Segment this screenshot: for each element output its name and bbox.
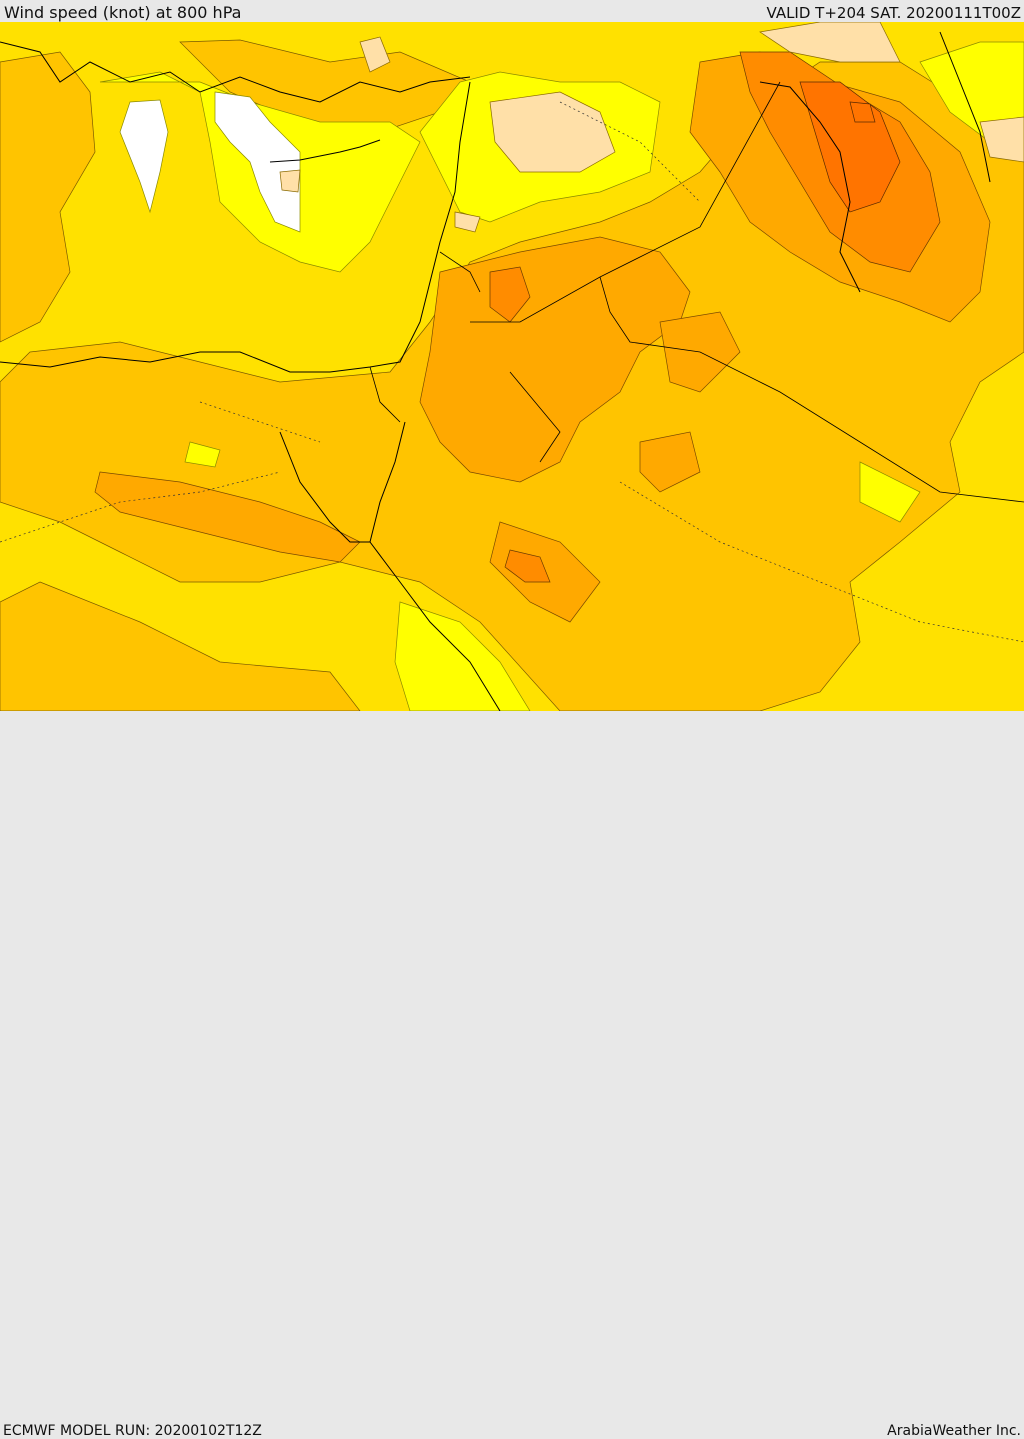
wind-band-orange-dark (799, 81, 901, 213)
header-bar: Wind speed (knot) at 800 hPa VALID T+204… (0, 0, 1024, 22)
wind-speed-map (0, 22, 1024, 711)
coastlines (0, 31, 991, 711)
map-title: Wind speed (knot) at 800 hPa (4, 3, 242, 22)
brand-credit: ArabiaWeather Inc. (887, 1423, 1021, 1439)
wind-band-sand (279, 22, 1024, 233)
borders (369, 81, 1024, 503)
model-run: ECMWF MODEL RUN: 20200102T12Z (3, 1423, 262, 1439)
footer-bar: ECMWF MODEL RUN: 20200102T12Z ArabiaWeat… (0, 711, 1024, 1439)
valid-time: VALID T+204 SAT. 20200111T00Z (766, 4, 1021, 22)
dotted-borders (0, 101, 1024, 643)
wind-band-white (119, 91, 301, 233)
